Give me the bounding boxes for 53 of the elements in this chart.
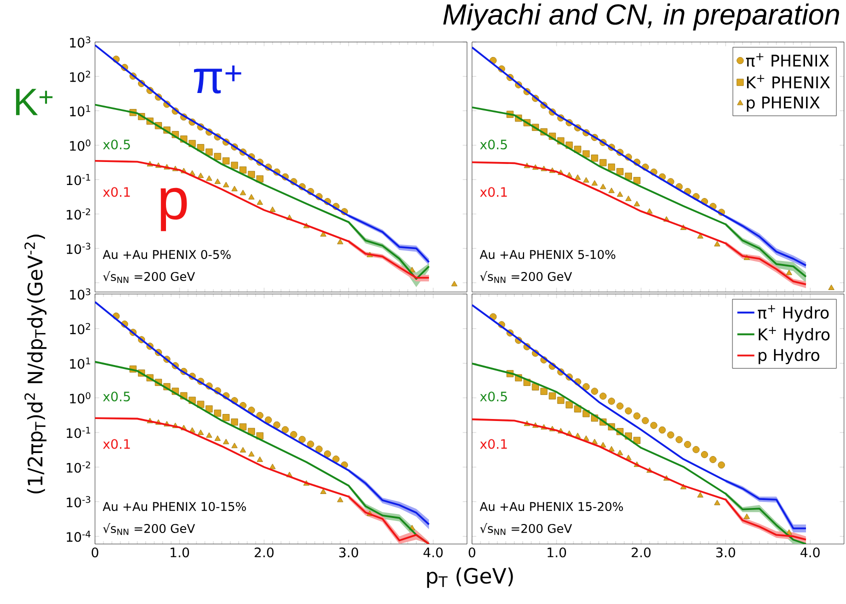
y-tick-label: 10$^{-2}$ [66,461,90,473]
x-tick-label: 1.0 [548,548,566,558]
x-tick-label: 4.0 [423,548,443,558]
y-tick-label: 10$^{-1}$ [66,174,90,186]
legend-label: p PHENIX [746,96,820,112]
y-tick-label: 10$^{1}$ [70,358,90,369]
annotation: Au +Au PHENIX 15-20% [480,502,623,512]
legend-label: π$^{+}$ PHENIX [746,53,830,67]
annotation: √s$_{NN}$ =200 GeV [480,523,572,535]
annotation: x0.5 [103,392,130,402]
annotation: x0.1 [480,187,507,197]
y-tick-label: 10$^{-3}$ [66,496,90,508]
y-tick-label: 10$^{-1}$ [66,426,90,438]
annotation: x0.5 [480,392,507,402]
x-tick-label: 1.0 [170,548,190,558]
annotation: x0.5 [480,140,507,150]
y-tick-label: 10$^{2}$ [70,70,90,82]
x-tick-label: 2.0 [632,548,651,558]
legend-label: K$^{+}$ PHENIX [747,74,830,88]
annotation: Au +Au PHENIX 0-5% [102,250,231,260]
annotation: π$^{+}$ [194,65,242,94]
x-tick-label: 4.0 [800,548,820,558]
annotation: √s$_{NN}$ =200 GeV [103,523,195,535]
y-tick-label: 10$^{0}$ [70,140,90,151]
annotation: √s$_{NN}$ =200 GeV [103,271,195,283]
text: K$^{+}$ [16,88,52,116]
legend-label: p Hydro [758,348,820,364]
annotation: Au +Au PHENIX 10-15% [102,502,246,512]
y-tick-label: 10$^{0}$ [70,392,90,404]
x-tick-label: 2.0 [254,548,274,558]
y-tick-label: 10$^{-4}$ [66,530,90,542]
chart-title: Miyachi and CN, in preparation [443,3,840,30]
x-tick-label: 3.0 [716,548,736,558]
annotation: Au +Au PHENIX 5-10% [480,250,616,260]
y-tick-label: 10$^{3}$ [70,288,90,300]
y-tick-label: 10$^{-2}$ [66,208,90,220]
x-axis-title: p$_{T}$ (GeV) [427,568,513,588]
x-tick-label: 3.0 [339,548,358,558]
annotation: x0.1 [103,439,130,449]
y-tick-label: 10$^{-3}$ [66,242,90,254]
annotation: x0.1 [103,187,130,197]
y-tick-label: 10$^{3}$ [70,36,90,48]
x-tick-label: 0 [468,548,476,558]
y-tick-label: 10$^{1}$ [70,105,90,116]
annotation: √s$_{NN}$ =200 GeV [480,271,572,283]
y-tick-label: 10$^{2}$ [70,322,90,334]
text: (1/2πp$_{T}$)d$^{2}$ N/dp$_{T}$dy(GeV$^{-2}$) [24,234,46,494]
legend-label: K$^{+}$ Hydro [758,326,830,344]
annotation: p [160,188,187,232]
legend-label: π$^{+}$ Hydro [758,305,829,322]
x-tick-label: 0 [92,548,98,558]
annotation: x0.1 [480,439,507,449]
annotation: x0.5 [103,140,130,150]
